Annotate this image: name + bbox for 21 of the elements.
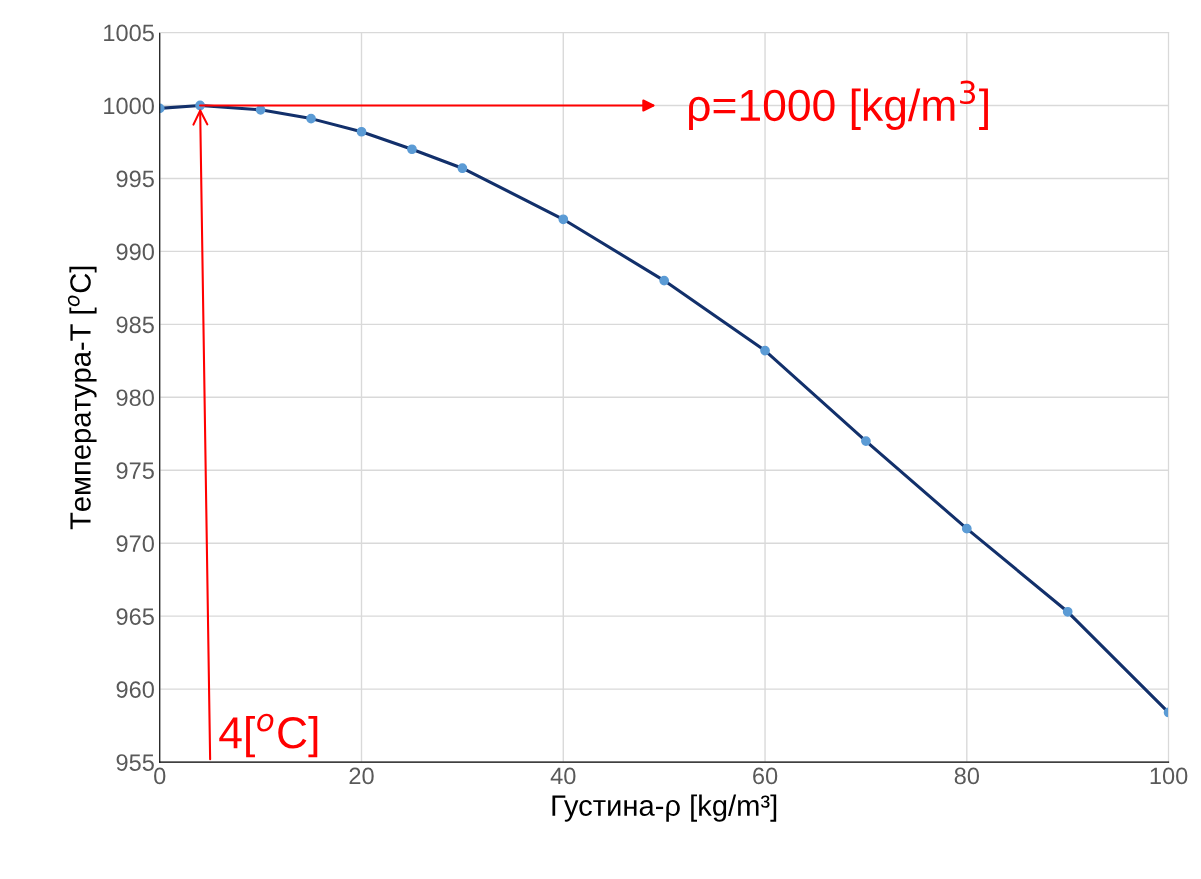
- y-axis-title: Температура-T [$^{o}$C]: [67, 266, 97, 530]
- y-tick-label: 1005: [104, 24, 154, 42]
- y-tick-label: 970: [116, 535, 154, 553]
- y-tick-label: 990: [116, 243, 154, 261]
- y-tick-label: 995: [116, 170, 154, 188]
- annotation: 4[$^{o}$C]: [219, 713, 318, 758]
- y-tick-label: 955: [116, 754, 154, 771]
- x-tick-label: 20: [349, 767, 374, 785]
- annotation: ρ=1000 [kg/m$^{3}$]: [689, 80, 988, 130]
- x-tick-label: 80: [954, 767, 980, 785]
- y-tick-label: 985: [116, 316, 154, 334]
- y-tick-label: 1000: [104, 97, 154, 115]
- x-tick-label: 0: [154, 767, 166, 785]
- y-tick-label: 980: [116, 389, 154, 407]
- x-tick-label: 100: [1150, 767, 1188, 785]
- x-tick-label: 40: [550, 767, 576, 785]
- y-tick-label: 965: [116, 608, 154, 625]
- x-axis-title: Густина-ρ [kg/m³]: [552, 794, 777, 822]
- y-tick-label: 975: [116, 462, 154, 480]
- y-tick-label: 960: [116, 681, 154, 698]
- x-tick-label: 60: [753, 767, 778, 785]
